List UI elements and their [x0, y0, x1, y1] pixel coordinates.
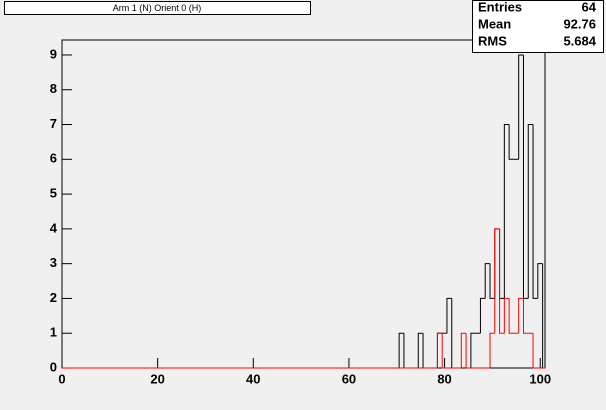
histogram-bin — [489, 332, 495, 368]
y-tick-label: 3 — [50, 255, 57, 270]
stats-label: RMS — [478, 33, 507, 48]
histogram-bin — [479, 297, 486, 334]
stats-value: 64 — [582, 0, 597, 14]
histogram-bin — [489, 263, 495, 299]
chart-title: Arm 1 (N) Orient 0 (H) — [113, 3, 202, 13]
stats-label: Mean — [478, 16, 511, 31]
stats-box — [472, 0, 604, 53]
y-tick-label: 1 — [50, 325, 57, 340]
x-tick-label: 0 — [58, 371, 65, 386]
x-tick-label: 20 — [150, 371, 164, 386]
stats-value: 5.684 — [563, 33, 596, 48]
histogram-bin — [532, 124, 538, 299]
y-tick-label: 0 — [50, 359, 57, 374]
histogram-bin — [470, 332, 476, 368]
histogram-bin — [522, 298, 529, 334]
histogram-bin — [417, 332, 424, 368]
y-tick-label: 4 — [50, 220, 58, 235]
histogram-bin — [518, 297, 524, 334]
y-tick-label: 6 — [50, 151, 57, 166]
histogram-bin — [436, 332, 443, 368]
histogram-bin — [537, 263, 543, 299]
histogram-bin — [446, 297, 452, 334]
x-tick-label: 60 — [342, 371, 356, 386]
x-tick-label: 40 — [246, 371, 260, 386]
y-tick-label: 9 — [50, 46, 57, 61]
y-tick-label: 8 — [50, 81, 57, 96]
histogram-bin — [499, 228, 505, 334]
x-tick-label: 80 — [437, 371, 451, 386]
stats-value: 92.76 — [563, 16, 596, 31]
histogram-bin — [508, 298, 514, 334]
histogram-bin — [494, 228, 500, 334]
histogram-bin — [484, 263, 491, 299]
histogram-bin — [503, 297, 510, 334]
histogram-bin — [465, 333, 471, 369]
histogram-bin — [503, 124, 510, 299]
histogram-bin — [441, 333, 447, 369]
x-tick-label: 100 — [529, 371, 551, 386]
histogram-bin — [518, 54, 524, 160]
y-tick-label: 2 — [50, 290, 57, 305]
histogram-bin — [527, 124, 534, 299]
stats-label: Entries — [478, 0, 522, 14]
title-box — [4, 1, 311, 15]
y-tick-label: 5 — [50, 186, 57, 201]
histogram-bin — [398, 332, 404, 368]
histogram-bin — [508, 124, 514, 160]
histogram-bin — [460, 332, 467, 368]
histogram-bin — [532, 333, 538, 369]
y-tick-label: 7 — [50, 116, 57, 131]
